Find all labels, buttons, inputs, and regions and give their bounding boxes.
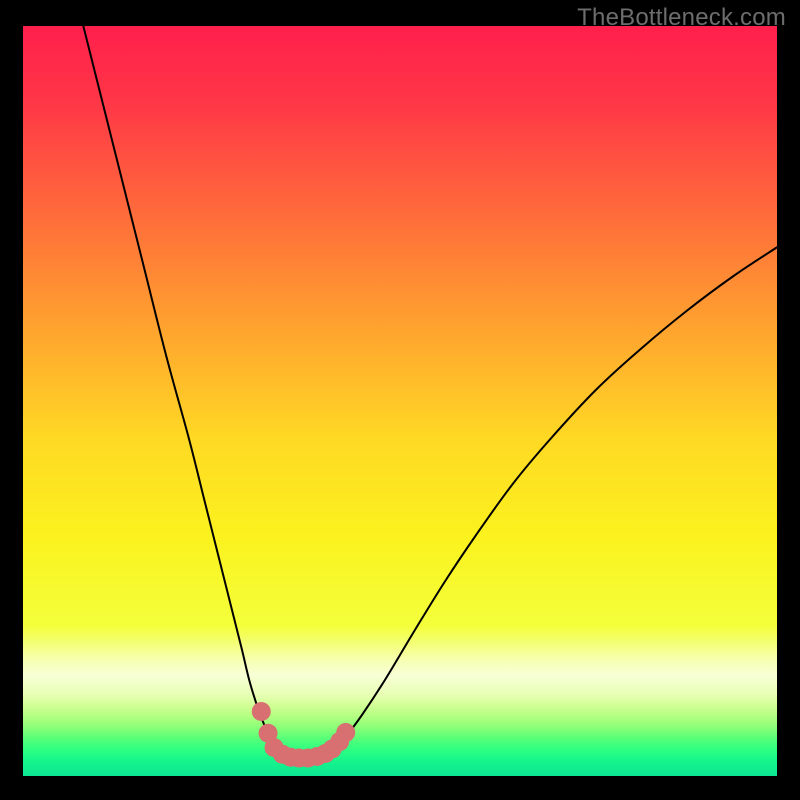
marker-dot: [252, 702, 271, 721]
gradient-background: [23, 26, 777, 776]
marker-dot: [336, 723, 355, 742]
bottleneck-chart: [0, 0, 800, 800]
chart-stage: TheBottleneck.com: [0, 0, 800, 800]
plot-area: [23, 26, 777, 776]
